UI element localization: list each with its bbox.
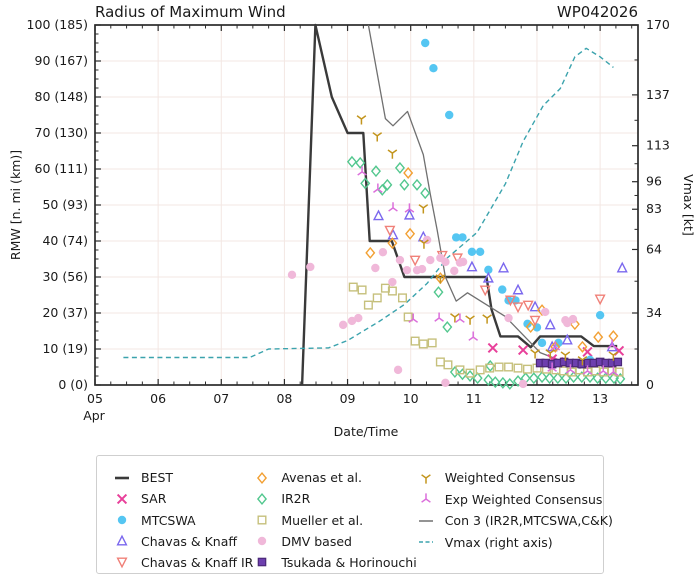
x-tick-label: 05 [87,391,103,406]
x-tick-label: 09 [340,391,356,406]
legend-label: Con 3 (IR2R,MTCSWA,C&K) [444,513,613,529]
x-axis-label: Date/Time [334,424,399,439]
series-tsukada [535,357,623,369]
y-left-tick-label: 10 (19) [42,341,88,356]
legend-item-chavas_knaff_ir: Chavas & Knaff IR [113,552,253,573]
dmv-legend-marker-icon [258,537,267,546]
x-tick-label: 06 [150,391,166,406]
legend-item-weighted: Weighted Consensus [417,467,613,489]
legend-column-2: Avenas et al. IR2R Mueller et al. DMV based… [253,467,417,573]
legend-label: Avenas et al. [281,470,362,486]
x-tick-label: 10 [403,391,419,406]
series-mtcswa [421,38,605,364]
storm-id: WP042026 [557,3,638,21]
mueller-legend-marker-icon [257,515,267,525]
legend-item-ir2r: IR2R [253,488,416,509]
y-right-tick-label: 170 [646,17,670,32]
legend-item-chavas_knaff: Chavas & Knaff [113,531,253,552]
y-right-tick-label: 96 [646,174,662,189]
y-left-tick-label: 80 (148) [35,89,89,104]
tsukada-legend-marker-icon [258,558,267,567]
chavas_knaff_ir-legend-marker-icon [116,557,128,569]
y-left-tick-label: 60 (111) [35,161,89,176]
legend-item-mueller: Mueller et al. [253,509,416,530]
exp_weighted-legend-marker-icon [420,493,431,504]
x-tick-label: 07 [213,391,229,406]
legend-label: MTCSWA [141,512,196,528]
y-left-axis-label: RMW [n. mi (km)] [8,150,23,260]
y-right-tick-label: 34 [646,305,662,320]
y-left-tick-label: 40 (74) [42,233,88,248]
chavas_knaff-legend-marker-icon [116,534,128,546]
y-right-tick-label: 137 [646,87,670,102]
series-dmv [287,235,578,389]
weighted-legend-marker-icon [420,473,431,484]
chart-title: Radius of Maximum Wind [95,3,286,21]
series-exp_weighted [357,166,619,376]
legend-item-vmax: Vmax (right axis) [417,532,613,554]
series-con3 [367,24,596,369]
series-chavas_knaff_ir [384,225,606,327]
y-right-tick-label: 83 [646,201,662,216]
y-right-tick-label: 64 [646,241,662,256]
legend-item-mtcswa: MTCSWA [113,509,253,530]
legend-label: IR2R [281,491,311,507]
x-tick-label: 08 [276,391,292,406]
y-right-tick-label: 113 [646,138,670,153]
legend-item-con3: Con 3 (IR2R,MTCSWA,C&K) [417,510,613,532]
y-left-tick-label: 30 (56) [42,269,88,284]
legend-item-avenas: Avenas et al. [253,467,416,488]
legend-label: Vmax (right axis) [444,534,553,550]
series-weighted [356,115,619,366]
y-left-tick-label: 50 (93) [42,197,88,212]
y-left-tick-label: 20 (37) [42,305,88,320]
y-right-tick-label: 0 [646,377,654,392]
mtcswa-legend-marker-icon [117,515,127,525]
legend-label: Weighted Consensus [444,470,576,486]
y-left-tick-label: 70 (130) [35,125,89,140]
y-left-tick-label: 90 (167) [35,53,89,68]
series-mueller [348,282,624,378]
best-legend-marker-icon [115,476,129,479]
x-month-label: Apr [83,408,105,423]
rmw-chart-plot: 05 06 07 08 09 10 11 12 13 0 (0) 10 (19) 20 (37) 30 … [8,3,696,439]
legend-label: SAR [141,491,167,507]
legend-column-3: Weighted Consensus Exp Weighted Consensus… [417,467,613,573]
con3-legend-marker-icon [418,520,433,522]
legend-label: Mueller et al. [281,512,364,528]
y-left-tick-label: 100 (185) [27,17,88,32]
legend-label: Exp Weighted Consensus [444,491,603,507]
legend-item-sar: SAR [113,488,253,509]
legend-item-best: BEST [113,467,253,488]
legend-column-1: BEST SAR MTCSWA Chavas & Knaff Chavas & Knaf… [113,467,253,573]
chart-legend: BEST SAR MTCSWA Chavas & Knaff Chavas & Knaf… [96,455,613,574]
legend-item-tsukada: Tsukada & Horinouchi [253,552,417,573]
avenas-legend-marker-icon [257,471,268,484]
x-tick-label: 12 [529,391,545,406]
legend-label: Tsukada & Horinouchi [281,554,417,570]
vmax-legend-marker-icon [418,541,433,543]
legend-label: DMV based [281,533,352,549]
y-right-axis-label: Vmax [kt] [681,174,696,236]
legend-item-dmv: DMV based [253,531,416,552]
legend-label: Chavas & Knaff IR [141,554,254,570]
y-left-tick-label: 0 (0) [58,377,88,392]
sar-legend-marker-icon [116,493,128,504]
x-tick-label: 11 [466,391,482,406]
ir2r-legend-marker-icon [257,492,268,505]
legend-label: BEST [141,470,174,486]
x-tick-label: 13 [592,391,608,406]
series-vmax [123,47,614,359]
legend-item-exp_weighted: Exp Weighted Consensus [417,489,613,511]
legend-label: Chavas & Knaff [141,533,237,549]
